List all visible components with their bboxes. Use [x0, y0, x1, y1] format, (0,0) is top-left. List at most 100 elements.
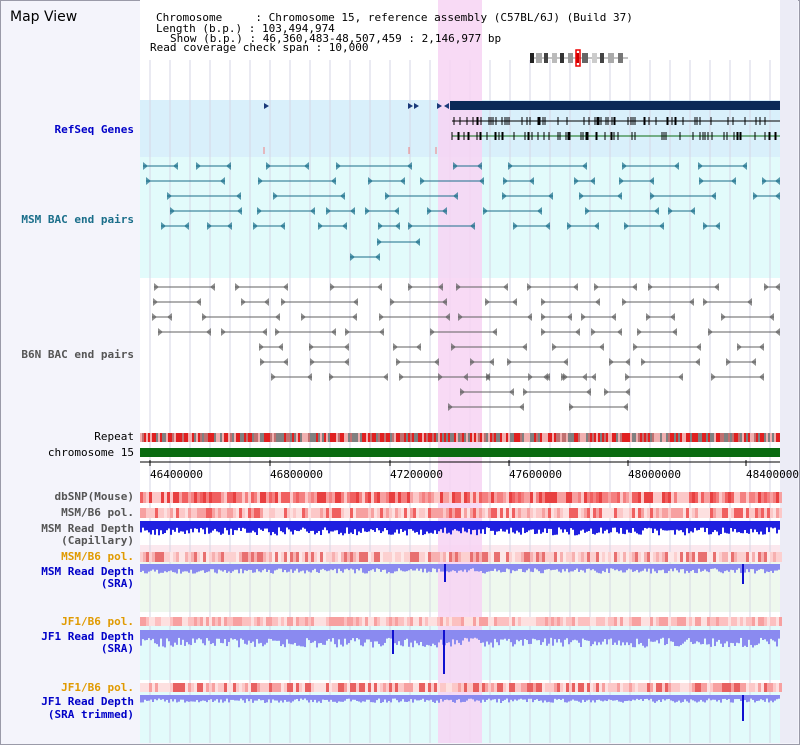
heat-cell: [248, 492, 251, 503]
track-label-jf1-pol-2[interactable]: JF1/B6 pol.: [61, 681, 134, 694]
heat-cell: [746, 492, 749, 503]
heat-cell: [323, 552, 326, 562]
depth-bar: [728, 564, 730, 572]
repeat-segment: [626, 433, 628, 442]
heat-cell: [422, 552, 425, 562]
heat-cell: [458, 492, 461, 503]
depth-bar: [542, 630, 544, 643]
heat-cell: [386, 617, 389, 626]
heat-cell: [305, 552, 308, 562]
heat-cell: [728, 683, 731, 692]
track-label-msm-pol-2[interactable]: MSM/B6 pol.: [61, 550, 134, 563]
repeat-segment: [544, 433, 546, 442]
heat-cell: [299, 683, 302, 692]
heat-cell: [152, 683, 155, 692]
depth-bar: [696, 521, 698, 531]
heat-cell: [479, 492, 482, 503]
depth-bar: [424, 521, 426, 535]
depth-bar: [412, 564, 414, 571]
depth-bar: [434, 564, 436, 569]
bac-end-marker: [420, 177, 425, 185]
depth-bar: [398, 564, 400, 569]
track-label-msm-depth-cap[interactable]: MSM Read Depth: [41, 522, 134, 535]
heat-cell: [698, 492, 701, 503]
depth-bar: [488, 521, 490, 528]
heat-cell: [581, 617, 584, 626]
heat-cell: [530, 683, 533, 692]
heat-cell: [332, 552, 335, 562]
depth-bar: [464, 695, 466, 702]
heat-cell: [560, 617, 563, 626]
bac-end-marker: [599, 343, 604, 351]
heat-cell: [650, 508, 653, 518]
depth-bar: [674, 695, 676, 703]
depth-bar: [578, 521, 580, 535]
depth-bar: [292, 630, 294, 645]
heat-cell: [395, 492, 398, 503]
track-label-jf1-pol-1[interactable]: JF1/B6 pol.: [61, 615, 134, 628]
repeat-segment: [434, 433, 436, 442]
heat-cell: [257, 617, 260, 626]
depth-bar: [170, 564, 172, 571]
heat-cell: [212, 617, 215, 626]
heat-cell: [293, 492, 296, 503]
depth-bar: [250, 630, 252, 643]
depth-bar: [188, 630, 190, 645]
track-label-msm-pol-1[interactable]: MSM/B6 pol.: [61, 506, 134, 519]
bac-end-marker: [408, 222, 413, 230]
track-label-msm-depth-sra[interactable]: MSM Read Depth: [41, 565, 134, 578]
track-label-refseq[interactable]: RefSeq Genes: [54, 123, 134, 136]
depth-bar: [716, 521, 718, 532]
track-label-b6n-bac[interactable]: B6N BAC end pairs: [21, 348, 134, 361]
heat-cell: [572, 492, 575, 503]
repeat-segment: [676, 433, 678, 442]
heat-cell: [263, 508, 266, 518]
depth-bar: [642, 695, 644, 701]
depth-bar: [366, 630, 368, 640]
track-label-jf1-trim[interactable]: JF1 Read Depth: [41, 695, 134, 708]
depth-bar: [764, 521, 766, 535]
track-label-msm-bac[interactable]: MSM BAC end pairs: [21, 213, 134, 226]
heat-cell: [293, 552, 296, 562]
heat-cell: [170, 683, 173, 692]
heat-cell: [674, 552, 677, 562]
heat-cell: [287, 492, 290, 503]
heat-cell: [455, 683, 458, 692]
heat-cell: [140, 617, 143, 626]
depth-bar: [264, 695, 266, 703]
heat-cell: [617, 617, 620, 626]
heat-cell: [266, 508, 269, 518]
depth-bar: [154, 564, 156, 572]
track-label-dbsnp[interactable]: dbSNP(Mouse): [54, 490, 134, 503]
track-label-jf1-depth[interactable]: JF1 Read Depth: [41, 630, 134, 643]
heat-cell: [323, 617, 326, 626]
heat-cell: [401, 617, 404, 626]
heat-cell: [713, 508, 716, 518]
depth-bar: [262, 564, 264, 571]
depth-bar: [586, 695, 588, 701]
depth-bar: [510, 630, 512, 643]
heat-cell: [704, 617, 707, 626]
heat-cell: [737, 552, 740, 562]
heat-cell: [182, 683, 185, 692]
depth-bar: [772, 521, 774, 529]
bac-end-marker: [611, 313, 616, 321]
depth-bar: [168, 521, 170, 529]
depth-bar: [326, 695, 328, 700]
heat-cell: [659, 552, 662, 562]
page-title: Map View: [10, 9, 78, 25]
heat-cell: [467, 617, 470, 626]
repeat-segment: [344, 433, 346, 442]
heat-cell: [293, 683, 296, 692]
heat-cell: [176, 617, 179, 626]
depth-bar: [320, 564, 322, 570]
heat-cell: [479, 552, 482, 562]
repeat-segment: [622, 433, 624, 442]
depth-bar: [554, 521, 556, 535]
bac-end-marker: [345, 328, 350, 336]
depth-bar: [240, 630, 242, 639]
bac-end-marker: [582, 162, 587, 170]
heat-cell: [437, 617, 440, 626]
heat-cell: [419, 617, 422, 626]
